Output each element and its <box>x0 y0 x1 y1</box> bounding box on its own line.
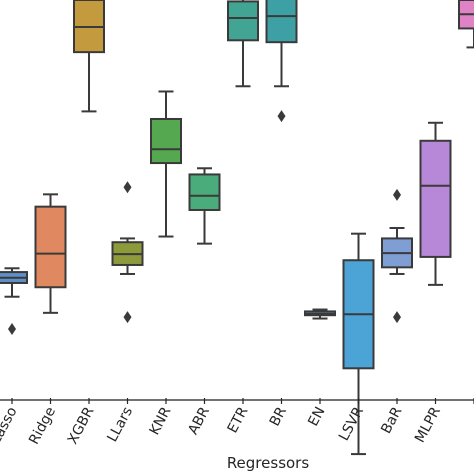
x-tick-label-abr: ABR <box>185 404 213 437</box>
box-bar <box>381 188 413 324</box>
outlier-llars-0 <box>123 181 132 194</box>
x-tick-label-lasso: Lasso <box>0 404 21 446</box>
box-abr <box>188 167 221 245</box>
iqr-box-mlpr <box>419 139 452 258</box>
iqr-box-knr <box>150 117 182 165</box>
box-lasso <box>0 267 28 335</box>
outlier-lasso-0 <box>8 322 16 335</box>
box-ridge <box>34 193 67 314</box>
iqr-box-etr <box>227 0 259 42</box>
iqr-box-abr <box>188 173 221 211</box>
iqr-box-ridge <box>34 205 67 289</box>
x-tick-label-lsvr: LSVR <box>336 404 367 444</box>
box-br <box>265 0 298 123</box>
outlier-bar-0 <box>393 188 401 201</box>
box-svr <box>458 0 474 49</box>
plot-frame <box>0 399 474 401</box>
box-lsvr <box>342 232 375 456</box>
x-tick-label-knr: KNR <box>147 404 175 438</box>
box-llars <box>111 181 144 324</box>
x-tick-label-ridge: Ridge <box>26 404 59 447</box>
box-knr <box>150 90 182 238</box>
box-etr <box>227 0 259 88</box>
box-mlpr <box>419 121 452 286</box>
plot-marks <box>0 0 474 456</box>
outlier-llars-1 <box>123 311 132 324</box>
x-tick-label-etr: ETR <box>225 404 252 436</box>
x-axis-ticks: Lasso Ridge XGBR LLars KNR ABR ETR BR EN LSVR BaR M… <box>0 398 474 447</box>
outlier-bar-1 <box>393 311 401 324</box>
outlier-br-0 <box>277 110 286 123</box>
box-en <box>304 308 336 320</box>
box-xgbr <box>73 0 105 113</box>
x-tick-label-bar: BaR <box>378 404 405 436</box>
x-tick-label-mlpr: MLPR <box>412 404 444 445</box>
x-tick-label-xgbr: XGBR <box>65 404 98 447</box>
x-axis-label: Regressors <box>227 454 310 472</box>
x-tick-label-en: EN <box>305 404 328 429</box>
iqr-box-br <box>265 0 298 44</box>
x-tick-label-llars: LLars <box>104 404 136 444</box>
x-tick-label-br: BR <box>267 404 290 429</box>
